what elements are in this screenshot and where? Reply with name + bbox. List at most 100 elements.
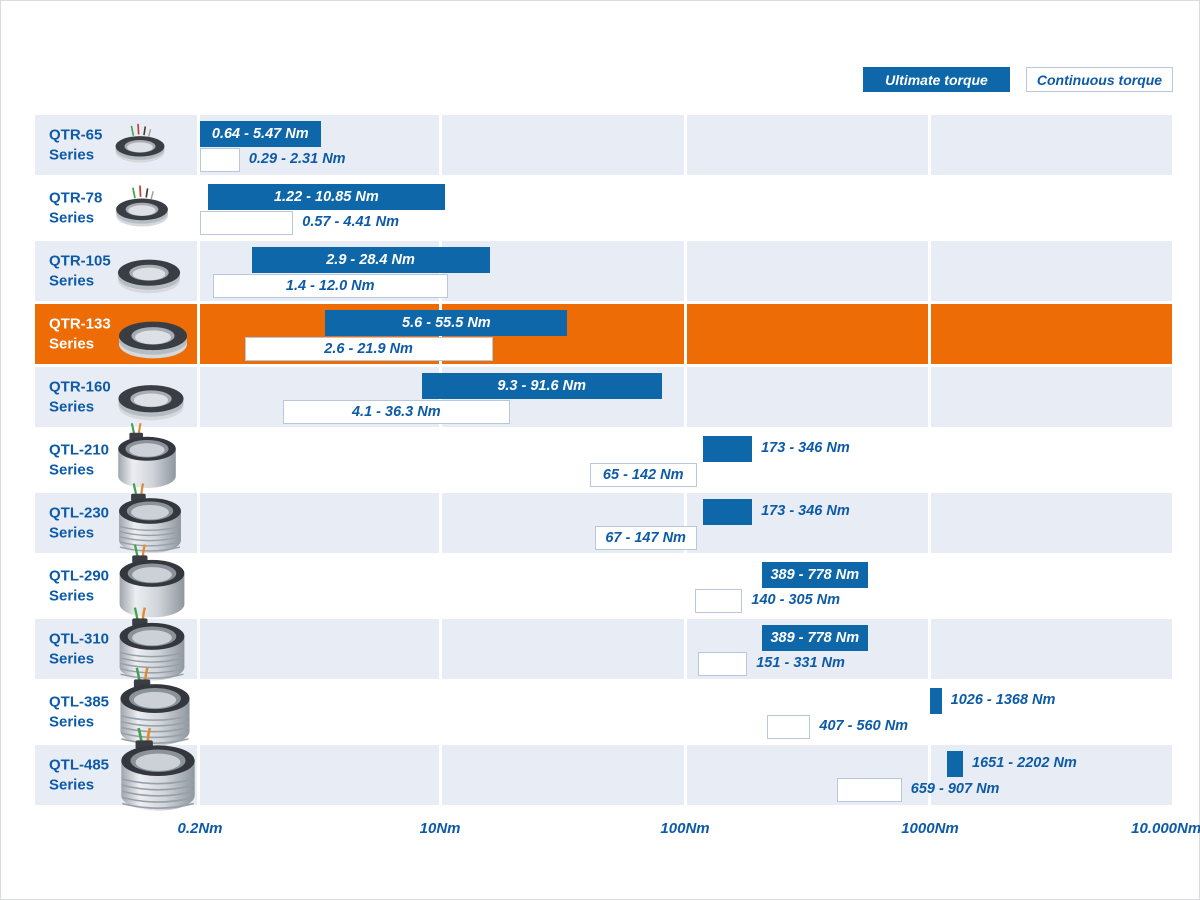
series-label-cell: QTL-210 Series [35, 422, 197, 490]
continuous-torque-bar [836, 778, 902, 802]
product-photo-qtr-160 [107, 369, 195, 425]
series-label-cell: QTL-290 Series [35, 544, 197, 618]
series-name: QTR-65 Series [49, 126, 102, 165]
axis-tick-10: 10Nm [419, 820, 461, 837]
gridline [928, 367, 932, 427]
product-photo-qtl-310 [107, 607, 197, 691]
series-suffix-line: Series [49, 335, 95, 352]
gridline [928, 115, 932, 175]
axis-tick-100: 100Nm [660, 820, 710, 837]
series-label-cell: QTR-78 Series [35, 178, 197, 238]
x-axis: 0.2Nm 10Nm 100Nm 1000Nm 10.000Nm [177, 820, 1200, 842]
gridline [928, 430, 932, 490]
ultimate-torque-bar: 0.64 - 5.47 Nm [200, 121, 321, 147]
product-photo-qtl-210 [107, 422, 187, 497]
ultimate-torque-value: 173 - 346 Nm [761, 503, 850, 519]
ultimate-torque-value: 173 - 346 Nm [761, 440, 850, 456]
series-name: QTR-105 Series [49, 252, 111, 291]
axis-tick-10000: 10.000Nm [1131, 820, 1200, 837]
gridline [438, 745, 442, 805]
gridline [683, 682, 687, 742]
series-suffix-line: Series [49, 587, 95, 604]
continuous-torque-bar [200, 148, 240, 172]
product-photo-qtr-78 [107, 185, 177, 231]
ultimate-torque-bar: 389 - 778 Nm [761, 625, 868, 651]
gridline [928, 745, 932, 805]
torque-plot-cell: 389 - 778 Nm 151 - 331 Nm [200, 619, 1172, 679]
gridline [683, 430, 687, 490]
continuous-torque-bar [697, 652, 748, 676]
gridline [438, 556, 442, 616]
gridline [683, 556, 687, 616]
series-row-qtl-290: QTL-290 Series 389 - 778 Nm 140 - 305 Nm [35, 544, 1172, 618]
series-row-qtr-160: QTR-160 Series 9.3 - 91.6 Nm 4.1 - 36.3 N… [35, 367, 1172, 427]
series-name-line: QTR-160 [49, 378, 111, 396]
continuous-torque-value: 151 - 331 Nm [756, 655, 845, 671]
continuous-torque-bar [694, 589, 743, 613]
series-name: QTL-290 Series [49, 567, 109, 606]
torque-plot-cell: 0.64 - 5.47 Nm 0.29 - 2.31 Nm [200, 115, 1172, 175]
series-suffix-line: Series [49, 524, 95, 541]
product-photo-qtl-230 [107, 483, 193, 562]
series-suffix-line: Series [49, 209, 95, 226]
gridline [683, 304, 687, 364]
product-photo-qtr-133 [107, 305, 199, 364]
ultimate-torque-bar: 5.6 - 55.5 Nm [325, 310, 568, 336]
series-row-qtr-78: QTR-78 Series 1.22 - 10.85 Nm 0.57 - 4.41… [35, 178, 1172, 238]
gridline [683, 619, 687, 679]
series-name-line: QTL-385 [49, 693, 110, 711]
legend-continuous-torque: Continuous torque [1026, 67, 1173, 92]
gridline [438, 493, 442, 553]
torque-plot-cell: 1.22 - 10.85 Nm 0.57 - 4.41 Nm [200, 178, 1172, 238]
legend-ultimate-torque: Ultimate torque [863, 67, 1010, 92]
continuous-torque-bar: 4.1 - 36.3 Nm [282, 400, 511, 424]
series-suffix-line: Series [49, 713, 95, 730]
continuous-torque-bar: 65 - 142 Nm [589, 463, 697, 487]
ultimate-torque-bar [702, 499, 753, 525]
series-row-qtl-310: QTL-310 Series 389 - 778 Nm 151 - 331 Nm [35, 607, 1172, 681]
series-label-cell: QTR-160 Series [35, 367, 197, 427]
axis-tick-0_2: 0.2Nm [177, 820, 223, 837]
series-name-line: QTR-65 [49, 126, 103, 144]
ultimate-torque-value: 1026 - 1368 Nm [950, 692, 1056, 708]
ultimate-torque-bar: 1.22 - 10.85 Nm [207, 184, 445, 210]
series-name: QTL-385 Series [49, 693, 109, 732]
series-name-line: QTL-485 [49, 756, 110, 774]
ultimate-torque-bar: 389 - 778 Nm [761, 562, 868, 588]
torque-plot-cell: 1026 - 1368 Nm 407 - 560 Nm [200, 682, 1172, 742]
series-label-cell: QTL-310 Series [35, 607, 197, 681]
continuous-torque-value: 140 - 305 Nm [751, 592, 841, 608]
series-name-line: QTL-310 [49, 630, 110, 648]
gridline [438, 682, 442, 742]
continuous-torque-bar: 67 - 147 Nm [594, 526, 697, 550]
gridline [438, 115, 442, 175]
gridline [683, 241, 687, 301]
gridline [438, 430, 442, 490]
gridline [928, 493, 932, 553]
series-suffix-line: Series [49, 776, 95, 793]
series-name: QTR-133 Series [49, 315, 111, 354]
continuous-torque-bar: 2.6 - 21.9 Nm [244, 337, 493, 361]
series-row-qtl-385: QTL-385 Series 1026 - 1368 Nm 407 - 560 N… [35, 667, 1172, 746]
series-label-cell: QTR-65 Series [35, 115, 197, 175]
series-row-qtr-133: QTR-133 Series 5.6 - 55.5 Nm 2.6 - 21.9 N… [35, 304, 1172, 364]
gridline [683, 115, 687, 175]
series-label-cell: QTR-133 Series [35, 304, 197, 364]
gridline [438, 619, 442, 679]
series-name-line: QTL-290 [49, 567, 110, 585]
series-name: QTL-310 Series [49, 630, 109, 669]
torque-plot-cell: 9.3 - 91.6 Nm 4.1 - 36.3 Nm [200, 367, 1172, 427]
series-suffix-line: Series [49, 272, 95, 289]
product-photo-qtr-105 [107, 244, 191, 298]
ultimate-torque-bar: 2.9 - 28.4 Nm [251, 247, 490, 273]
series-name-line: QTR-105 [49, 252, 111, 270]
continuous-torque-bar [766, 715, 811, 739]
product-photo-qtl-385 [107, 667, 203, 756]
torque-plot-cell: 173 - 346 Nm 65 - 142 Nm [200, 430, 1172, 490]
series-suffix-line: Series [49, 650, 95, 667]
series-label-cell: QTR-105 Series [35, 241, 197, 301]
gridline [928, 556, 932, 616]
series-label-cell: QTL-485 Series [35, 727, 197, 811]
continuous-torque-bar [200, 211, 294, 235]
continuous-torque-value: 659 - 907 Nm [910, 781, 1000, 797]
